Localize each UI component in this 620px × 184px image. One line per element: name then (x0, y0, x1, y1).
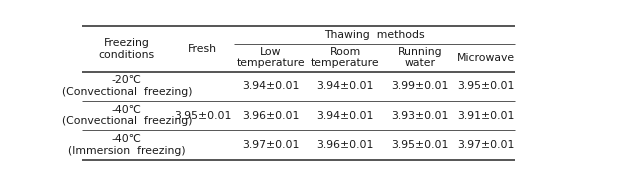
Text: Low
temperature: Low temperature (237, 47, 305, 68)
Text: Running
water: Running water (397, 47, 442, 68)
Text: 3.97±0.01: 3.97±0.01 (242, 140, 299, 150)
Text: 3.95±0.01: 3.95±0.01 (457, 81, 515, 91)
Text: 3.91±0.01: 3.91±0.01 (457, 111, 515, 121)
Text: 3.97±0.01: 3.97±0.01 (457, 140, 515, 150)
Text: Room
temperature: Room temperature (311, 47, 379, 68)
Text: 3.93±0.01: 3.93±0.01 (391, 111, 448, 121)
Text: 3.94±0.01: 3.94±0.01 (317, 81, 374, 91)
Text: -20℃
(Convectional  freezing): -20℃ (Convectional freezing) (61, 75, 192, 97)
Text: Thawing  methods: Thawing methods (324, 30, 425, 40)
Text: 3.95±0.01: 3.95±0.01 (391, 140, 448, 150)
Text: Freezing
conditions: Freezing conditions (99, 38, 155, 60)
Text: Microwave: Microwave (457, 53, 515, 63)
Text: 3.96±0.01: 3.96±0.01 (317, 140, 374, 150)
Text: Fresh: Fresh (188, 44, 217, 54)
Text: 3.96±0.01: 3.96±0.01 (242, 111, 299, 121)
Text: 3.94±0.01: 3.94±0.01 (242, 81, 299, 91)
Text: -40℃
(Immersion  freezing): -40℃ (Immersion freezing) (68, 134, 185, 156)
Text: 3.95±0.01: 3.95±0.01 (174, 111, 231, 121)
Text: 3.99±0.01: 3.99±0.01 (391, 81, 448, 91)
Text: 3.94±0.01: 3.94±0.01 (317, 111, 374, 121)
Text: -40℃
(Convectional  freezing): -40℃ (Convectional freezing) (61, 105, 192, 126)
